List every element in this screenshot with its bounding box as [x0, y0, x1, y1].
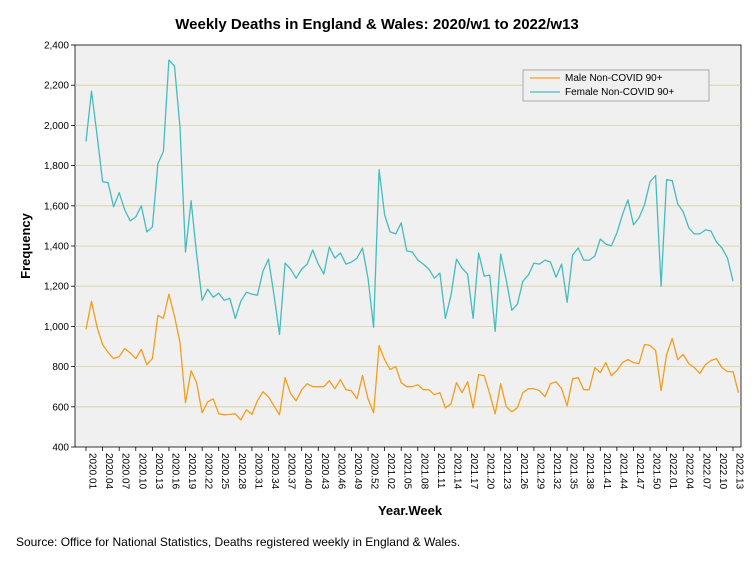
x-tick-label: 2020.37: [286, 453, 297, 490]
x-tick-label: 2021.14: [451, 453, 462, 490]
x-tick-label: 2020.52: [369, 453, 380, 490]
x-tick-label: 2021.17: [468, 453, 479, 490]
x-tick-label: 2020.28: [236, 453, 247, 490]
x-tick-label: 2020.31: [252, 453, 263, 490]
legend-label-male: Male Non-COVID 90+: [565, 73, 663, 84]
y-tick-label: 1,400: [44, 242, 69, 253]
legend-box: [522, 69, 710, 102]
x-tick-label: 2021.35: [568, 453, 579, 490]
x-tick-label: 2020.01: [87, 453, 98, 490]
y-tick-label: 2,200: [44, 81, 69, 92]
legend: Male Non-COVID 90+ Female Non-COVID 90+: [522, 69, 710, 102]
x-tick-label: 2020.07: [120, 453, 131, 490]
x-tick-label: 2020.43: [319, 453, 330, 490]
x-tick-label: 2020.22: [203, 453, 214, 490]
x-tick-label: 2021.26: [518, 453, 529, 490]
y-tick-label: 800: [52, 362, 69, 373]
series-line-female-non-covid-90: [85, 59, 734, 336]
x-tick-label: 2020.40: [302, 453, 313, 490]
y-axis-title: Frequency: [18, 212, 33, 279]
x-tick-label: 2022.04: [684, 453, 695, 490]
x-tick-label: 2021.23: [501, 453, 512, 490]
x-tick-label: 2021.32: [551, 453, 562, 490]
x-tick-label: 2020.13: [153, 453, 164, 490]
x-tick-label: 2020.04: [103, 453, 114, 490]
series-lines: [85, 59, 740, 421]
x-tick-label: 2021.44: [617, 453, 628, 490]
y-tick-label: 1,800: [44, 161, 69, 172]
x-tick-label: 2021.05: [402, 453, 413, 490]
y-tick-label: 2,000: [44, 121, 69, 132]
x-axis-title: Year.Week: [378, 503, 443, 518]
x-tick-label: 2022.07: [700, 453, 711, 490]
x-tick-label: 2020.49: [352, 453, 363, 490]
legend-label-female: Female Non-COVID 90+: [565, 87, 674, 98]
x-tick-label: 2021.29: [534, 453, 545, 490]
x-tick-label: 2020.25: [219, 453, 230, 490]
x-tick-label: 2021.41: [601, 453, 612, 490]
y-tick-label: 1,600: [44, 201, 69, 212]
y-tick-label: 1,000: [44, 322, 69, 333]
y-tick-label: 600: [52, 402, 69, 413]
x-tick-label: 2021.02: [385, 453, 396, 490]
x-tick-label: 2020.46: [335, 453, 346, 490]
x-tick-label: 2022.13: [734, 453, 745, 490]
x-tick-label: 2020.34: [269, 453, 280, 490]
y-tick-label: 1,200: [44, 282, 69, 293]
x-tick-label: 2020.19: [186, 453, 197, 490]
x-tick-label: 2021.38: [584, 453, 595, 490]
x-tick-label: 2020.16: [169, 453, 180, 490]
y-axis: 400 600 800 1,000 1,200 1,400 1,600 1,800 2,000 2…: [44, 41, 75, 454]
x-tick-label: 2022.10: [717, 453, 728, 490]
x-tick-label: 2020.10: [136, 453, 147, 490]
x-axis: 2020.01 2020.04 2020.07 2020.10 2020.13 2020.…: [85, 447, 745, 490]
chart-title: Weekly Deaths in England & Wales: 2020/w…: [175, 16, 579, 33]
x-tick-label: 2021.11: [435, 453, 446, 489]
x-tick-label: 2021.50: [651, 453, 662, 490]
series-line-male-non-covid-90: [85, 293, 740, 421]
source-note: Source: Office for National Statistics, …: [16, 535, 461, 549]
x-tick-label: 2021.20: [485, 453, 496, 490]
x-tick-label: 2022.01: [667, 453, 678, 490]
x-tick-label: 2021.08: [418, 453, 429, 490]
y-tick-label: 2,400: [44, 41, 69, 52]
x-tick-label: 2021.47: [634, 453, 645, 490]
y-tick-label: 400: [52, 443, 69, 454]
